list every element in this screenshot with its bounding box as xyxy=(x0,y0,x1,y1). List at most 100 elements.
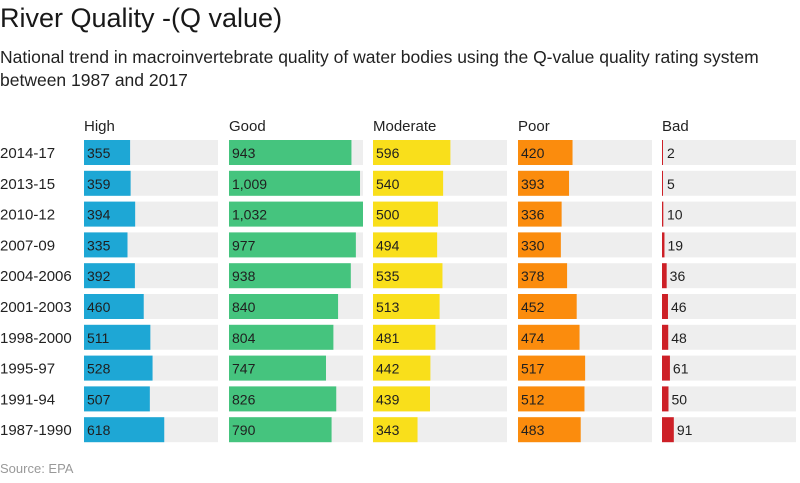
row-label: 1987-1990 xyxy=(0,422,72,439)
value-label: 943 xyxy=(232,145,256,161)
value-label: 535 xyxy=(376,268,400,284)
bar-moderate xyxy=(373,263,443,289)
value-label: 452 xyxy=(521,299,545,315)
value-label: 517 xyxy=(521,361,545,377)
bar-moderate xyxy=(373,201,438,227)
value-label: 618 xyxy=(87,422,111,438)
row-label: 1998-2000 xyxy=(0,330,72,347)
value-label: 91 xyxy=(677,422,693,438)
value-label: 330 xyxy=(521,237,545,253)
bar-moderate xyxy=(373,417,418,443)
value-label: 483 xyxy=(521,422,545,438)
value-label: 335 xyxy=(87,237,111,253)
bar-good xyxy=(229,140,352,165)
column-header-moderate: Moderate xyxy=(373,118,436,135)
bar-track xyxy=(662,201,796,227)
row-label: 2013-15 xyxy=(0,176,55,193)
value-label: 2 xyxy=(667,145,675,161)
value-label: 36 xyxy=(670,268,686,284)
value-label: 512 xyxy=(521,391,545,407)
bar-bad xyxy=(662,294,668,319)
value-label: 50 xyxy=(671,391,687,407)
value-label: 336 xyxy=(521,207,545,223)
row-label: 1991-94 xyxy=(0,391,55,408)
bar-poor xyxy=(518,294,577,319)
bar-bad xyxy=(662,232,665,258)
value-label: 481 xyxy=(376,330,400,346)
bar-high xyxy=(84,324,151,350)
value-label: 359 xyxy=(87,176,111,192)
value-label: 513 xyxy=(376,299,400,315)
bar-bad xyxy=(662,324,669,350)
bar-high xyxy=(84,140,131,165)
bar-good xyxy=(229,386,337,412)
bar-high xyxy=(84,232,128,258)
value-label: 460 xyxy=(87,299,111,315)
value-label: 494 xyxy=(376,237,400,253)
value-label: 378 xyxy=(521,268,545,284)
column-header-good: Good xyxy=(229,118,266,135)
value-label: 439 xyxy=(376,391,400,407)
value-label: 61 xyxy=(673,361,689,377)
bar-good xyxy=(229,232,356,258)
value-label: 5 xyxy=(667,176,675,192)
value-label: 420 xyxy=(521,145,545,161)
value-label: 540 xyxy=(376,176,400,192)
bar-poor xyxy=(518,386,585,412)
value-label: 790 xyxy=(232,422,256,438)
value-label: 826 xyxy=(232,391,256,407)
row-label: 2007-09 xyxy=(0,237,55,254)
row-label: 2010-12 xyxy=(0,207,55,224)
bar-track xyxy=(662,355,796,381)
value-label: 500 xyxy=(376,207,400,223)
bar-good xyxy=(229,324,334,350)
bar-poor xyxy=(518,232,561,258)
value-label: 343 xyxy=(376,422,400,438)
source-note: Source: EPA xyxy=(0,461,74,476)
bar-bad xyxy=(662,263,667,289)
bar-good xyxy=(229,355,326,381)
bar-high xyxy=(84,263,135,289)
value-label: 511 xyxy=(87,330,110,346)
bar-poor xyxy=(518,170,570,196)
bar-poor xyxy=(518,140,573,165)
bar-bad xyxy=(662,386,669,412)
bar-track xyxy=(662,263,796,289)
bar-track xyxy=(662,140,796,165)
value-label: 19 xyxy=(667,237,683,253)
value-label: 1,009 xyxy=(232,176,267,192)
bar-high xyxy=(84,294,144,319)
bar-track xyxy=(662,232,796,258)
bar-good xyxy=(229,170,361,196)
value-label: 528 xyxy=(87,361,111,377)
bar-track xyxy=(662,324,796,350)
row-label: 1995-97 xyxy=(0,361,55,378)
bar-good xyxy=(229,201,363,227)
value-label: 10 xyxy=(667,207,683,223)
value-label: 394 xyxy=(87,207,111,223)
bar-track xyxy=(662,170,796,196)
column-header-poor: Poor xyxy=(518,118,550,135)
bar-good xyxy=(229,263,351,289)
bar-poor xyxy=(518,324,580,350)
bar-moderate xyxy=(373,170,444,196)
bar-track xyxy=(662,294,796,319)
value-label: 747 xyxy=(232,361,256,377)
bar-high xyxy=(84,201,136,227)
value-label: 355 xyxy=(87,145,111,161)
bar-track xyxy=(662,417,796,443)
chart-title: River Quality -(Q value) xyxy=(0,3,283,33)
row-label: 2004-2006 xyxy=(0,268,72,285)
value-label: 474 xyxy=(521,330,545,346)
bar-high xyxy=(84,386,150,412)
bar-high xyxy=(84,170,131,196)
bar-moderate xyxy=(373,294,440,319)
bar-bad xyxy=(662,140,663,165)
bar-moderate xyxy=(373,140,451,165)
bar-moderate xyxy=(373,386,431,412)
value-label: 392 xyxy=(87,268,111,284)
bar-poor xyxy=(518,355,586,381)
bar-poor xyxy=(518,201,562,227)
value-label: 938 xyxy=(232,268,256,284)
